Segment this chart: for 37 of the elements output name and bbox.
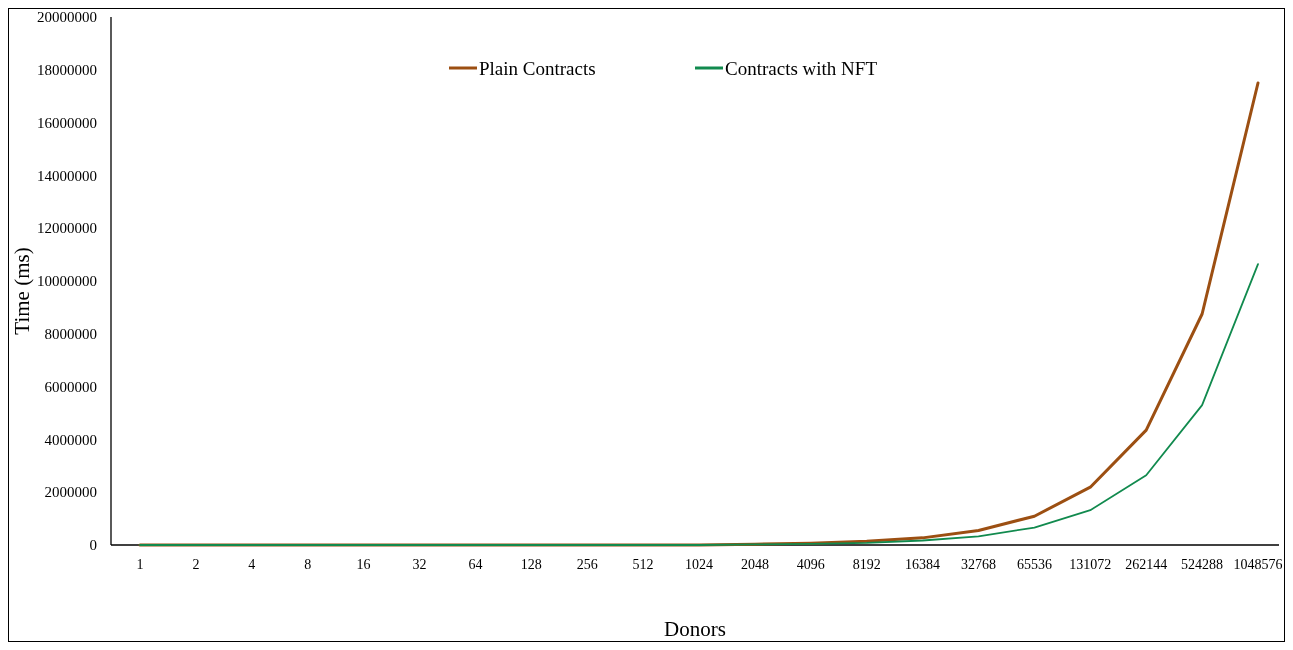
x-tick-label: 524288: [1181, 557, 1224, 572]
y-tick-label: 0: [89, 537, 97, 554]
y-tick-label: 2000000: [44, 484, 97, 501]
x-tick-label: 4: [248, 557, 256, 572]
y-axis-title: Time (ms): [10, 247, 34, 335]
x-tick-label: 32768: [961, 557, 996, 572]
x-tick-label: 128: [520, 557, 542, 572]
y-tick-label: 18000000: [37, 62, 97, 79]
x-axis-title: Donors: [664, 617, 726, 641]
y-tick-label: 14000000: [37, 167, 97, 184]
x-tick-label: 2048: [740, 557, 769, 572]
x-tick-label: 1024: [685, 557, 713, 572]
x-tick-label: 1: [136, 557, 144, 572]
x-tick-label: 2: [192, 557, 200, 572]
y-tick-label: 16000000: [37, 114, 97, 131]
x-tick-label: 4096: [796, 557, 825, 572]
x-tick-label: 64: [468, 557, 483, 572]
x-tick-label: 256: [576, 557, 598, 572]
x-tick-label: 8192: [852, 557, 881, 572]
y-tick-label: 12000000: [37, 220, 97, 237]
x-tick-label: 8: [304, 557, 312, 572]
x-tick-label: 262144: [1125, 557, 1168, 572]
legend-label: Plain Contracts: [479, 57, 596, 79]
x-tick-label: 1048576: [1233, 557, 1283, 572]
y-tick-label: 10000000: [37, 273, 97, 290]
x-tick-label: 512: [632, 557, 654, 572]
y-tick-label: 20000000: [37, 9, 97, 26]
legend-label: Contracts with NFT: [725, 57, 878, 79]
line-series: [139, 263, 1259, 546]
y-tick-label: 6000000: [44, 378, 97, 395]
x-tick-label: 16: [356, 557, 371, 572]
x-tick-label: 32: [412, 557, 427, 572]
x-tick-label: 65536: [1016, 557, 1052, 572]
x-tick-label: 131072: [1069, 557, 1112, 572]
x-tick-label: 16384: [905, 557, 941, 572]
y-tick-label: 8000000: [44, 326, 97, 343]
y-tick-label: 4000000: [44, 431, 97, 448]
